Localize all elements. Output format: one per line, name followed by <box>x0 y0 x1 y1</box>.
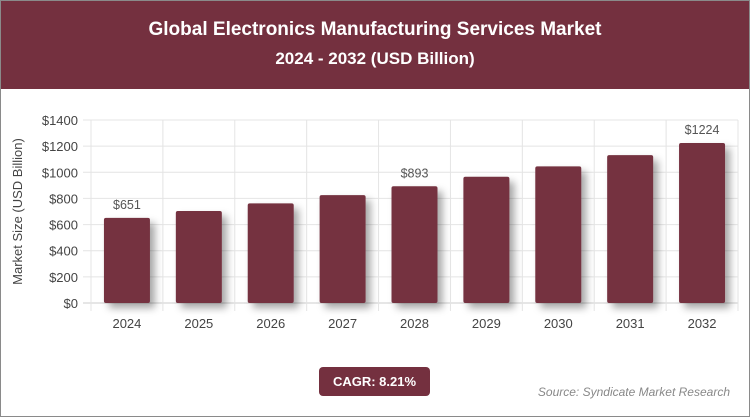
bar-2025 <box>175 210 222 303</box>
source-note: Source: Syndicate Market Research <box>537 385 730 399</box>
y-tick-label: $1000 <box>42 165 78 180</box>
bar-2032 <box>679 143 726 303</box>
data-label: $651 <box>113 198 141 212</box>
title-banner: Global Electronics Manufacturing Service… <box>1 1 749 89</box>
x-tick-label: 2029 <box>472 316 501 331</box>
bar-2028 <box>391 186 438 303</box>
y-tick-label: $1200 <box>42 139 78 154</box>
x-tick-label: 2030 <box>544 316 573 331</box>
x-tick-label: 2028 <box>400 316 429 331</box>
data-label: $893 <box>401 166 429 180</box>
y-tick-label: $400 <box>49 244 78 259</box>
bar-2026 <box>247 203 294 303</box>
bar-2030 <box>535 166 582 303</box>
y-axis-label: Market Size (USD Billion) <box>10 138 25 285</box>
y-tick-label: $200 <box>49 270 78 285</box>
y-tick-label: $600 <box>49 218 78 233</box>
bar-2029 <box>463 176 510 303</box>
bar-2027 <box>319 195 366 303</box>
cagr-badge: CAGR: 8.21% <box>319 367 430 396</box>
chart-title: Global Electronics Manufacturing Service… <box>148 19 602 40</box>
bar-2024 <box>103 217 150 303</box>
y-tick-label: $0 <box>64 296 78 311</box>
data-label: $1224 <box>685 123 720 137</box>
x-tick-label: 2026 <box>256 316 285 331</box>
x-tick-label: 2025 <box>184 316 213 331</box>
bar-2031 <box>607 155 654 303</box>
x-tick-label: 2032 <box>688 316 717 331</box>
x-tick-label: 2027 <box>328 316 357 331</box>
y-tick-label: $1400 <box>42 113 78 128</box>
y-tick-label: $800 <box>49 191 78 206</box>
x-tick-label: 2031 <box>616 316 645 331</box>
x-tick-label: 2024 <box>112 316 141 331</box>
chart-subtitle: 2024 - 2032 (USD Billion) <box>275 49 475 68</box>
